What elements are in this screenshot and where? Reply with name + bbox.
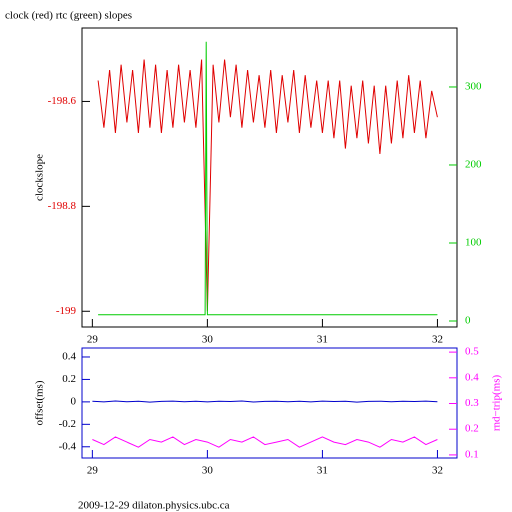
y2-tick-label: 0.4 (465, 371, 479, 383)
y2-tick-label: 0.3 (465, 397, 479, 409)
y2-tick-label: 200 (465, 159, 482, 171)
y-tick-label: -199 (56, 305, 77, 317)
chart-title: clock (red) rtc (green) slopes (5, 10, 132, 22)
plot-frame (81, 27, 458, 328)
x-tick-label: 32 (432, 465, 443, 477)
series-line (97, 59, 438, 312)
y2-tick-label: 0.2 (465, 423, 479, 435)
x-tick-label: 30 (202, 334, 214, 346)
y-axis-label: offset(ms) (34, 380, 46, 425)
y-tick-label: 0.4 (62, 351, 76, 363)
x-tick-label: 29 (87, 465, 99, 477)
y-tick-label: -0.2 (59, 418, 76, 430)
series-line (98, 41, 438, 316)
x-tick-label: 30 (202, 465, 214, 477)
y-tick-label: 0 (71, 395, 77, 407)
y2-axis-label: rnd−trip(ms) (491, 375, 503, 432)
y-tick-label: -0.4 (59, 440, 77, 452)
series-line (92, 400, 438, 403)
x-tick-label: 32 (432, 334, 443, 346)
y2-tick-label: 0 (465, 315, 471, 327)
y2-tick-label: 0.5 (465, 346, 479, 358)
y-tick-label: 0.2 (62, 373, 76, 385)
y2-tick-label: 300 (465, 81, 482, 93)
y-tick-label: -198.8 (48, 200, 77, 212)
x-tick-label: 31 (317, 465, 328, 477)
footer: 2009-12-29 dilaton.physics.ubc.ca (78, 500, 230, 512)
y-axis-label: clockslope (34, 154, 46, 201)
series-line (92, 436, 438, 448)
y2-tick-label: 0.1 (465, 448, 479, 460)
y-tick-label: -198.6 (48, 95, 77, 107)
x-tick-label: 31 (317, 334, 328, 346)
plot-frame (81, 347, 458, 459)
y2-tick-label: 100 (465, 237, 482, 249)
x-tick-label: 29 (87, 334, 99, 346)
